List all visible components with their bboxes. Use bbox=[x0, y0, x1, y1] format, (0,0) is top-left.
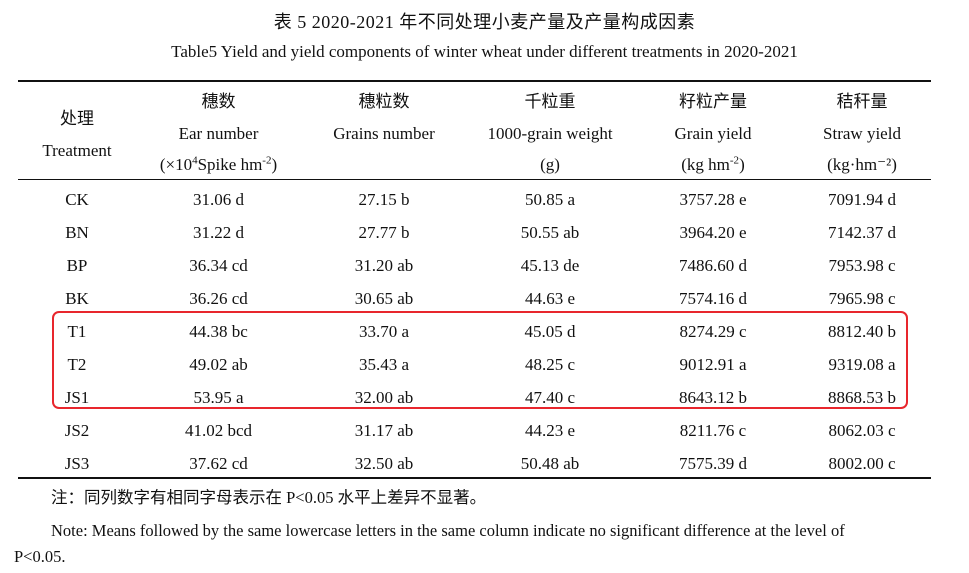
cell-treatment: T1 bbox=[67, 322, 87, 341]
cell-grain-weight: 44.23 e bbox=[524, 421, 576, 440]
cell-grain-weight: 44.63 e bbox=[524, 289, 576, 308]
cell-treatment: CK bbox=[65, 190, 89, 209]
cell-straw-yield: 7142.37 d bbox=[828, 223, 896, 242]
cell-treatment: BN bbox=[65, 223, 89, 242]
header-grain-weight-en: 1000-grain weight bbox=[487, 123, 613, 143]
header-straw-yield-cn: 秸秆量 bbox=[836, 92, 888, 111]
cell-ear-number: 37.62 cd bbox=[189, 454, 248, 473]
cell-grain-yield: 8643.12 b bbox=[679, 388, 747, 407]
table-row: JS1 53.95 a 32.00 ab 47.40 c 8643.12 b 8868.5… bbox=[18, 381, 931, 414]
cell-ear-number: 44.38 bc bbox=[189, 322, 248, 341]
cell-straw-yield: 9319.08 a bbox=[828, 355, 896, 374]
cell-grain-weight: 50.55 ab bbox=[520, 223, 580, 242]
header-grains-number-cn: 穗粒数 bbox=[358, 92, 410, 111]
cell-grain-weight: 47.40 c bbox=[524, 388, 576, 407]
cell-grains-number: 27.77 b bbox=[358, 223, 410, 242]
cell-grain-weight: 48.25 c bbox=[524, 355, 576, 374]
footnote-english-line1: Note: Means followed by the same lowerca… bbox=[51, 521, 845, 540]
table-row: JS2 41.02 bcd 31.17 ab 44.23 e 8211.76 c 8062… bbox=[18, 414, 931, 447]
cell-ear-number: 36.26 cd bbox=[189, 289, 248, 308]
cell-grain-yield: 7486.60 d bbox=[679, 256, 747, 275]
cell-grain-yield: 7574.16 d bbox=[679, 289, 747, 308]
cell-ear-number: 31.22 d bbox=[193, 223, 244, 242]
cell-treatment: BK bbox=[65, 289, 89, 308]
header-ear-number-cn: 穗数 bbox=[201, 92, 236, 111]
cell-grain-yield: 9012.91 a bbox=[679, 355, 747, 374]
table-caption-english: Table5 Yield and yield components of win… bbox=[171, 42, 798, 61]
cell-grain-yield: 8274.29 c bbox=[679, 322, 747, 341]
header-ear-number-unit: (×104Spike hm-2) bbox=[159, 154, 278, 174]
table-header-rule bbox=[18, 179, 931, 180]
cell-ear-number: 49.02 ab bbox=[189, 355, 248, 374]
cell-grains-number: 31.20 ab bbox=[354, 256, 414, 275]
cell-grain-weight: 50.85 a bbox=[524, 190, 576, 209]
cell-ear-number: 41.02 bcd bbox=[184, 421, 253, 440]
cell-straw-yield: 8868.53 b bbox=[828, 388, 896, 407]
cell-grain-weight: 45.13 de bbox=[520, 256, 580, 275]
header-straw-yield: 秸秆量 Straw yield (kg·hm⁻²) bbox=[793, 82, 931, 183]
cell-straw-yield: 7965.98 c bbox=[828, 289, 896, 308]
table-header-row: 处理 Treatment 穗数 Ear number (×104Spike hm… bbox=[18, 82, 931, 183]
header-grain-yield-unit: (kg hm-2) bbox=[681, 154, 745, 174]
header-grain-yield: 籽粒产量 Grain yield (kg hm-2) bbox=[633, 82, 793, 183]
cell-grains-number: 31.17 ab bbox=[354, 421, 414, 440]
cell-grains-number: 33.70 a bbox=[358, 322, 410, 341]
header-grains-number: 穗粒数 Grains number bbox=[301, 82, 467, 183]
cell-ear-number: 31.06 d bbox=[193, 190, 244, 209]
cell-ear-number: 53.95 a bbox=[193, 388, 244, 407]
cell-grain-weight: 50.48 ab bbox=[520, 454, 580, 473]
cell-grains-number: 35.43 a bbox=[358, 355, 410, 374]
table-top-rule bbox=[18, 80, 931, 82]
cell-treatment: JS1 bbox=[64, 388, 90, 407]
cell-straw-yield: 8062.03 c bbox=[828, 421, 896, 440]
cell-grain-yield: 3757.28 e bbox=[679, 190, 747, 209]
table-row: T1 44.38 bc 33.70 a 45.05 d 8274.29 c 8812.40… bbox=[18, 315, 931, 348]
header-grain-weight: 千粒重 1000-grain weight (g) bbox=[467, 82, 633, 183]
cell-treatment: T2 bbox=[67, 355, 87, 374]
table-caption-chinese: 表 5 2020-2021 年不同处理小麦产量及产量构成因素 bbox=[273, 12, 696, 32]
table-row: BK 36.26 cd 30.65 ab 44.63 e 7574.16 d 7965.9… bbox=[18, 282, 931, 315]
cell-grains-number: 32.00 ab bbox=[354, 388, 414, 407]
cell-grain-weight: 45.05 d bbox=[524, 322, 576, 341]
cell-treatment: JS2 bbox=[64, 421, 90, 440]
footnote-chinese: 注：同列数字有相同字母表示在 P<0.05 水平上差异不显著。 bbox=[51, 488, 487, 507]
cell-treatment: JS3 bbox=[64, 454, 90, 473]
cell-ear-number: 36.34 cd bbox=[189, 256, 248, 275]
cell-straw-yield: 8002.00 c bbox=[828, 454, 896, 473]
footnote-english-line2: P<0.05. bbox=[14, 547, 66, 566]
cell-grain-yield: 7575.39 d bbox=[679, 454, 747, 473]
header-grain-yield-cn: 籽粒产量 bbox=[679, 92, 747, 111]
header-straw-yield-en: Straw yield bbox=[823, 123, 901, 143]
cell-grain-yield: 8211.76 c bbox=[679, 421, 747, 440]
cell-straw-yield: 7953.98 c bbox=[828, 256, 896, 275]
header-grains-number-en: Grains number bbox=[333, 123, 435, 143]
yield-table: 处理 Treatment 穗数 Ear number (×104Spike hm… bbox=[18, 82, 931, 480]
header-ear-number: 穗数 Ear number (×104Spike hm-2) bbox=[136, 82, 301, 183]
cell-treatment: BP bbox=[66, 256, 88, 275]
table-bottom-rule bbox=[18, 477, 931, 479]
cell-straw-yield: 7091.94 d bbox=[828, 190, 896, 209]
cell-grains-number: 30.65 ab bbox=[354, 289, 414, 308]
header-grain-weight-unit: (g) bbox=[540, 155, 560, 174]
header-treatment-cn: 处理 bbox=[60, 109, 94, 128]
cell-grains-number: 27.15 b bbox=[358, 190, 410, 209]
cell-grains-number: 32.50 ab bbox=[354, 454, 414, 473]
table-row: BN 31.22 d 27.77 b 50.55 ab 3964.20 e 7142.37… bbox=[18, 216, 931, 249]
table-row: JS3 37.62 cd 32.50 ab 50.48 ab 7575.39 d 8002… bbox=[18, 447, 931, 480]
header-grain-yield-en: Grain yield bbox=[674, 123, 752, 143]
header-grain-weight-cn: 千粒重 bbox=[524, 92, 576, 111]
header-treatment: 处理 Treatment bbox=[18, 82, 136, 183]
cell-straw-yield: 8812.40 b bbox=[828, 322, 896, 341]
header-ear-number-en: Ear number bbox=[178, 123, 259, 143]
header-straw-yield-unit: (kg·hm⁻²) bbox=[827, 155, 897, 174]
cell-grain-yield: 3964.20 e bbox=[679, 223, 747, 242]
header-treatment-en: Treatment bbox=[42, 140, 112, 160]
table-row: BP 36.34 cd 31.20 ab 45.13 de 7486.60 d 7953.… bbox=[18, 249, 931, 282]
table-row: T2 49.02 ab 35.43 a 48.25 c 9012.91 a 9319.08… bbox=[18, 348, 931, 381]
table-body: CK 31.06 d 27.15 b 50.85 a 3757.28 e 7091.94 … bbox=[18, 183, 931, 480]
table-row: CK 31.06 d 27.15 b 50.85 a 3757.28 e 7091.94 … bbox=[18, 183, 931, 216]
